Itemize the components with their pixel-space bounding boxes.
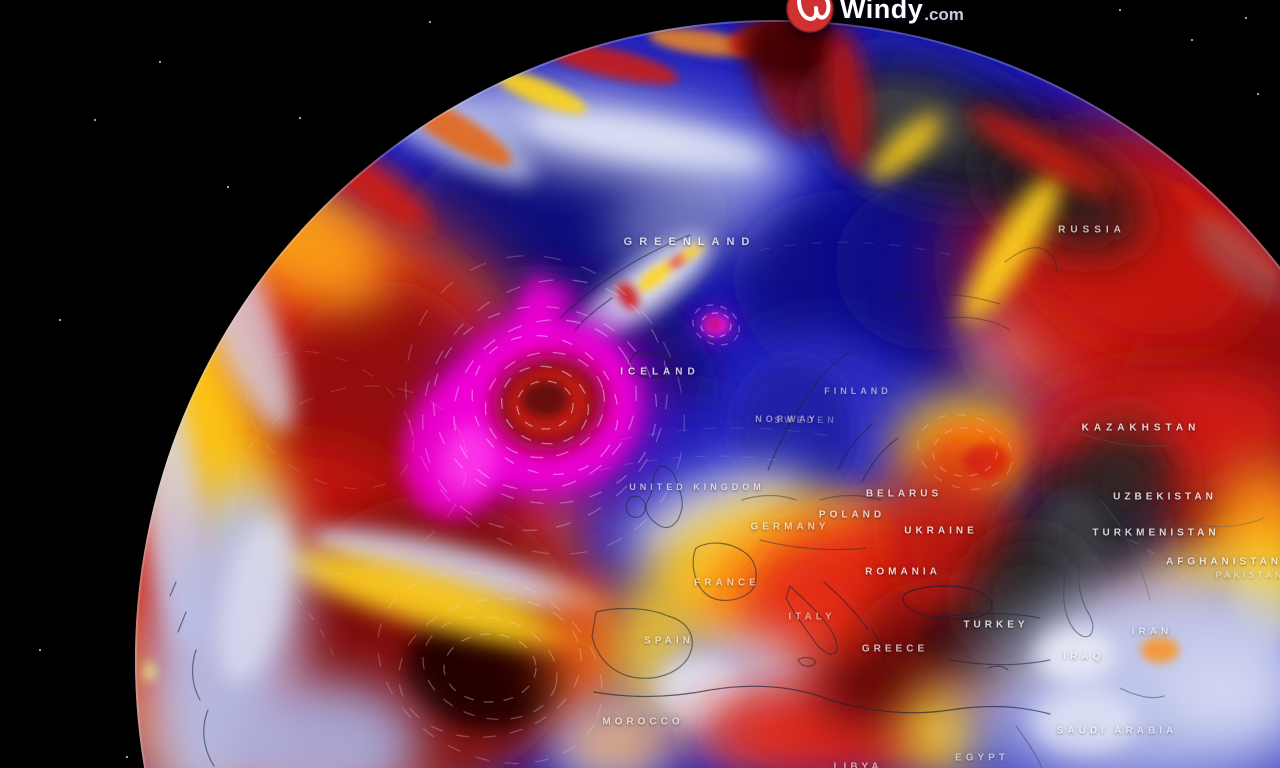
windy-logo-icon	[786, 0, 834, 33]
stars	[38, 8, 1260, 759]
polar-vortex	[402, 272, 739, 519]
wind-streamlines	[232, 241, 1246, 765]
windy-logo-suffix: .com	[924, 5, 964, 24]
windy-logo[interactable]: Windy .com	[786, 0, 964, 34]
cool-limb-band	[145, 481, 420, 768]
warm-anomaly-east	[818, 28, 1280, 768]
globe-limb-glow	[135, 20, 1280, 768]
windy-logo-word: Windy	[840, 0, 924, 24]
coastlines	[169, 234, 1265, 768]
